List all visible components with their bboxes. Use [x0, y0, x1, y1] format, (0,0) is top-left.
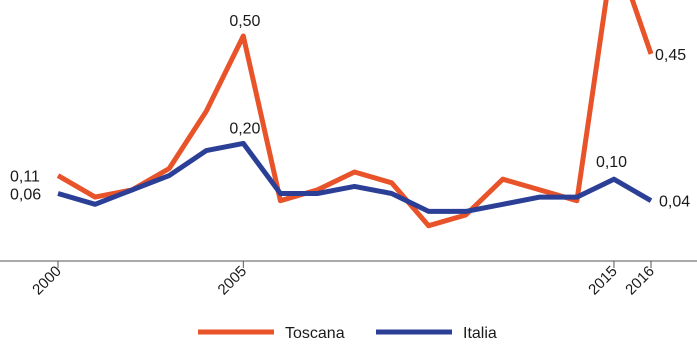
series-line-toscana: [56, 0, 654, 229]
data-label-toscana-2005: 0,50: [229, 13, 260, 30]
x-tick-label-2005: 2005: [215, 263, 251, 299]
data-label-italia-2005: 0,20: [229, 120, 260, 137]
legend-label-toscana: Toscana: [285, 325, 345, 342]
x-tick-label-2016: 2016: [622, 263, 658, 299]
x-axis-ticks: 2000 2005 2015 2016: [29, 261, 658, 298]
legend-label-italia: Italia: [463, 325, 497, 342]
data-label-toscana-2016: 0,45: [655, 47, 686, 64]
data-labels: 0,11 0,50 0,45 0,06 0,20 0,10 0,04: [10, 13, 690, 211]
data-label-italia-2000: 0,06: [10, 187, 41, 204]
data-label-toscana-2000: 0,11: [10, 169, 40, 186]
x-tick-label-2000: 2000: [29, 263, 65, 299]
legend: Toscana Italia: [198, 325, 497, 342]
data-label-italia-2015: 0,10: [596, 154, 627, 171]
series-line-italia: [57, 140, 653, 214]
x-tick-label-2015: 2015: [585, 263, 621, 299]
data-label-italia-2016: 0,04: [659, 194, 690, 211]
series-lines: [56, 0, 654, 229]
